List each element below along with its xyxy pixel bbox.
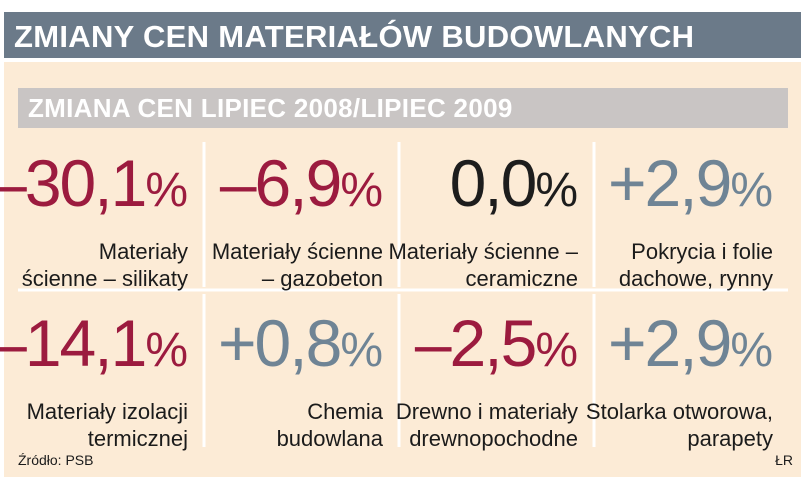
content-panel: ZMIANA CEN LIPIEC 2008/LIPIEC 2009 –30,1… — [0, 62, 801, 477]
material-label: Drewno i materiały drewnopochodne — [395, 399, 578, 451]
percent-sign: % — [145, 324, 188, 377]
change-value: –6,9% — [220, 150, 383, 216]
material-label: Materiały ścienne – gazobeton — [211, 239, 383, 291]
change-number: +0,8 — [218, 306, 342, 380]
material-label: Pokrycia i folie dachowe, rynny — [618, 239, 773, 291]
value-cell: +2,9% Pokrycia i folie dachowe, rynny — [589, 150, 779, 300]
change-number: –6,9 — [219, 146, 342, 220]
percent-sign: % — [535, 324, 578, 377]
subtitle: ZMIANA CEN LIPIEC 2008/LIPIEC 2009 — [28, 93, 513, 123]
value-cell: –2,5% Drewno i materiały drewnopochodne — [394, 310, 584, 460]
value-cell: –30,1% Materiały ścienne – silikaty — [0, 150, 194, 300]
material-label: Materiały ścienne – ceramiczne — [388, 239, 578, 291]
change-number: +2,9 — [608, 146, 732, 220]
change-number: –14,1 — [0, 306, 147, 380]
change-value: +2,9% — [608, 150, 773, 216]
value-cell: +2,9% Stolarka otworowa, parapety — [586, 310, 779, 460]
author-initials: ŁR — [775, 452, 793, 468]
value-cell: –14,1% Materiały izolacji termicznej — [0, 310, 194, 460]
value-cell: +0,8% Chemia budowlana — [199, 310, 389, 460]
change-value: –2,5% — [415, 310, 578, 376]
percent-sign: % — [340, 324, 383, 377]
value-cell: 0,0% Materiały ścienne – ceramiczne — [388, 150, 584, 300]
top-rule — [0, 0, 805, 6]
change-number: +2,9 — [608, 306, 732, 380]
material-label: Materiały ścienne – silikaty — [21, 239, 188, 291]
change-number: –2,5 — [414, 306, 537, 380]
source-note: Źródło: PSB — [18, 452, 94, 468]
page-title: ZMIANY CEN MATERIAŁÓW BUDOWLANYCH — [14, 19, 695, 54]
material-label: Stolarka otworowa, parapety — [585, 399, 773, 451]
percent-sign: % — [145, 164, 188, 217]
change-number: 0,0 — [449, 146, 538, 220]
percent-sign: % — [730, 164, 773, 217]
material-label: Materiały izolacji termicznej — [26, 399, 188, 451]
change-value: +2,9% — [608, 310, 773, 376]
change-number: –30,1 — [0, 146, 147, 220]
change-value: +0,8% — [218, 310, 383, 376]
subtitle-bar: ZMIANA CEN LIPIEC 2008/LIPIEC 2009 — [18, 88, 788, 128]
percent-sign: % — [730, 324, 773, 377]
change-value: 0,0% — [450, 150, 578, 216]
value-cell: –6,9% Materiały ścienne – gazobeton — [199, 150, 389, 300]
percent-sign: % — [340, 164, 383, 217]
title-bar: ZMIANY CEN MATERIAŁÓW BUDOWLANYCH — [4, 8, 801, 58]
change-value: –30,1% — [0, 150, 188, 216]
percent-sign: % — [535, 164, 578, 217]
material-label: Chemia budowlana — [276, 399, 383, 451]
grid-lines — [18, 142, 788, 447]
change-value: –14,1% — [0, 310, 188, 376]
